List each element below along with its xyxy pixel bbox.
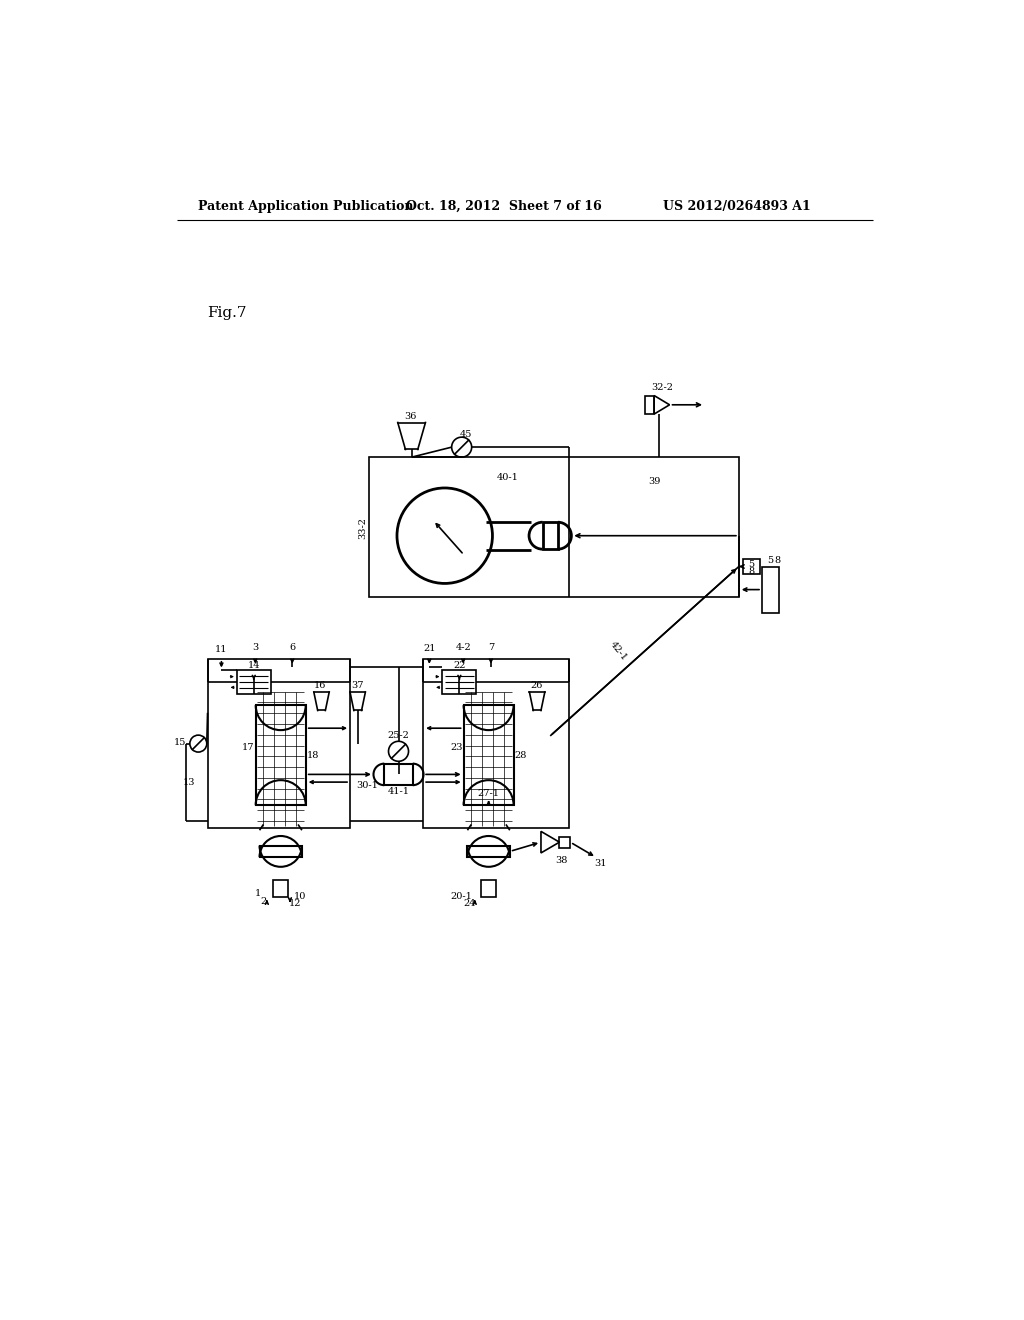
- Bar: [256, 705, 306, 805]
- Bar: [237, 671, 270, 693]
- Bar: [742, 558, 760, 574]
- Bar: [273, 880, 289, 896]
- Bar: [423, 659, 569, 829]
- Bar: [481, 880, 497, 896]
- Text: 8: 8: [774, 556, 780, 565]
- Text: 5: 5: [767, 556, 773, 565]
- Text: 23: 23: [450, 743, 463, 752]
- Bar: [467, 846, 510, 857]
- Bar: [559, 837, 570, 847]
- Text: 4-2: 4-2: [456, 643, 471, 652]
- Text: 16: 16: [313, 681, 327, 690]
- Bar: [370, 457, 739, 597]
- Text: 10: 10: [294, 891, 306, 900]
- Text: 25-2: 25-2: [387, 731, 410, 741]
- Text: 21: 21: [423, 644, 435, 652]
- Text: 42-1: 42-1: [608, 640, 629, 663]
- Text: Fig.7: Fig.7: [208, 306, 247, 321]
- Text: 24: 24: [463, 899, 475, 908]
- Text: 26: 26: [530, 681, 543, 690]
- Text: Patent Application Publication: Patent Application Publication: [199, 199, 414, 213]
- Text: 39: 39: [648, 478, 660, 486]
- Text: 13: 13: [182, 777, 196, 787]
- Text: 14: 14: [248, 660, 260, 669]
- Text: US 2012/0264893 A1: US 2012/0264893 A1: [664, 199, 811, 213]
- Text: 7: 7: [487, 643, 494, 652]
- Text: 41-1: 41-1: [387, 787, 410, 796]
- Text: 45: 45: [460, 430, 472, 440]
- Text: Oct. 18, 2012  Sheet 7 of 16: Oct. 18, 2012 Sheet 7 of 16: [407, 199, 602, 213]
- Text: 18: 18: [307, 751, 319, 759]
- Text: 38: 38: [556, 857, 568, 865]
- Bar: [645, 396, 654, 414]
- Text: 12: 12: [289, 899, 301, 908]
- Text: 32-2: 32-2: [651, 383, 674, 392]
- Text: 3: 3: [252, 643, 258, 652]
- Text: 6: 6: [289, 643, 295, 652]
- Text: 31: 31: [594, 859, 606, 869]
- Text: 2: 2: [261, 898, 267, 906]
- Text: 20-1: 20-1: [451, 891, 473, 900]
- Bar: [384, 763, 413, 785]
- Text: 28: 28: [515, 751, 527, 759]
- Bar: [762, 566, 779, 612]
- Text: 15: 15: [174, 738, 186, 747]
- Text: 27-1: 27-1: [477, 789, 500, 799]
- Text: 8: 8: [749, 568, 755, 577]
- Text: 30-1: 30-1: [356, 781, 379, 791]
- Text: 22: 22: [453, 660, 466, 669]
- Text: 1: 1: [255, 890, 261, 898]
- Bar: [543, 523, 558, 549]
- Text: 11: 11: [215, 645, 227, 655]
- Bar: [442, 671, 476, 693]
- Text: 40-1: 40-1: [497, 474, 519, 482]
- Text: 5: 5: [749, 560, 755, 569]
- Text: 17: 17: [242, 743, 255, 752]
- Text: 37: 37: [351, 681, 364, 690]
- Bar: [464, 705, 514, 805]
- Bar: [259, 846, 302, 857]
- Text: 33-2: 33-2: [358, 517, 367, 539]
- Text: 36: 36: [403, 412, 417, 421]
- Bar: [208, 659, 350, 829]
